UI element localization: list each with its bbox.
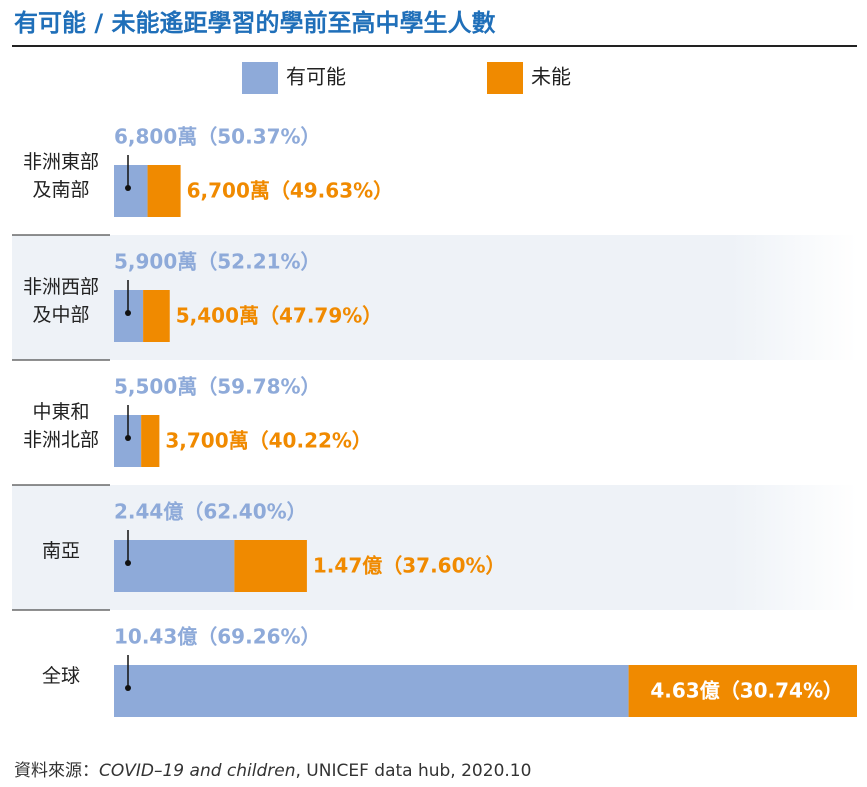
legend-label: 有可能 xyxy=(286,65,346,89)
bar-segment xyxy=(114,540,235,592)
bar-segment xyxy=(143,290,170,342)
value-label: 6,700萬（49.63%） xyxy=(187,179,394,203)
bar-segment xyxy=(141,415,160,467)
bar-segment xyxy=(114,665,629,717)
bar-segment xyxy=(628,665,857,717)
source: 資料來源：COVID–19 and children, UNICEF data … xyxy=(14,756,531,781)
value-label: 4.63億（30.74%） xyxy=(650,679,843,703)
pointer-dot xyxy=(125,435,131,441)
legend-swatch xyxy=(242,62,278,94)
value-label: 10.43億（69.26%） xyxy=(114,625,321,649)
value-label: 1.47億（37.60%） xyxy=(313,554,506,578)
source-title: COVID–19 and children xyxy=(99,761,296,781)
value-label: 6,800萬（50.37%） xyxy=(114,125,321,149)
category-label: 非洲東部 及南部 xyxy=(22,151,99,201)
pointer-dot xyxy=(125,685,131,691)
source-rest: , UNICEF data hub, 2020.10 xyxy=(295,761,532,781)
value-label: 2.44億（62.40%） xyxy=(114,500,307,524)
legend-swatch xyxy=(487,62,523,94)
bar-segment xyxy=(114,165,148,217)
category-label: 非洲西部 及中部 xyxy=(22,276,99,326)
pointer-dot xyxy=(125,185,131,191)
category-label: 全球 xyxy=(41,665,80,687)
pointer-dot xyxy=(125,560,131,566)
pointer-dot xyxy=(125,310,131,316)
legend-label: 未能 xyxy=(531,65,571,89)
source-prefix: 資料來源： xyxy=(14,761,99,781)
chart-title: 有可能 / 未能遙距學習的學前至高中學生人數 xyxy=(14,9,495,37)
category-label: 中東和 非洲北部 xyxy=(22,401,99,451)
value-label: 3,700萬（40.22%） xyxy=(165,429,372,453)
value-label: 5,900萬（52.21%） xyxy=(114,250,321,274)
category-label: 南亞 xyxy=(41,540,80,562)
bar-segment xyxy=(234,540,307,592)
value-label: 5,500萬（59.78%） xyxy=(114,375,321,399)
bar-segment xyxy=(147,165,181,217)
value-label: 5,400萬（47.79%） xyxy=(176,304,383,328)
